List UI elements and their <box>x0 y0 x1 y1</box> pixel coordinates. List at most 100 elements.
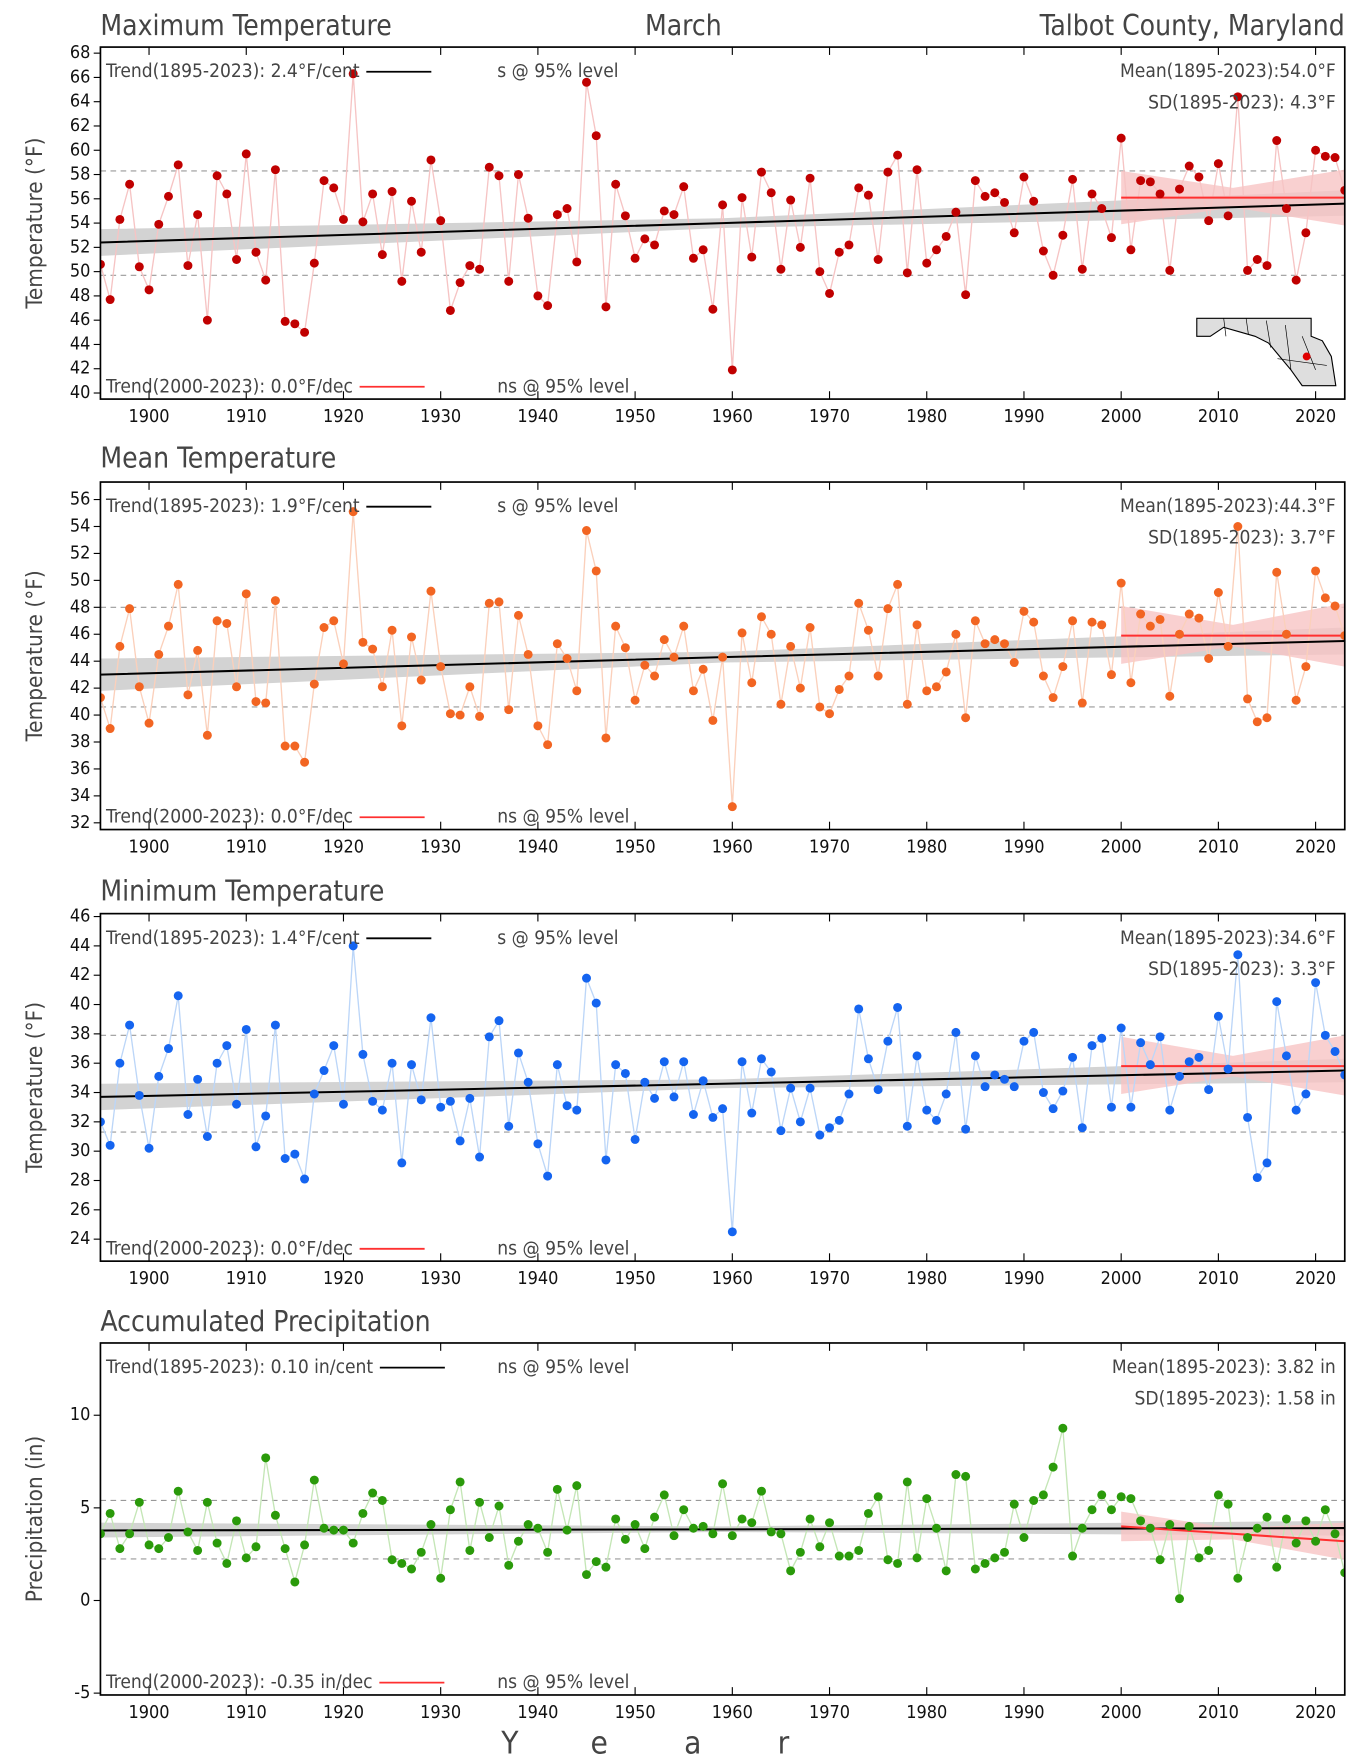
plot-area <box>100 507 1345 812</box>
data-point <box>805 173 815 183</box>
data-point <box>873 255 883 264</box>
data-point <box>280 316 290 326</box>
data-point <box>572 1105 582 1115</box>
data-point <box>1058 662 1068 672</box>
data-point <box>883 1036 893 1046</box>
data-point <box>620 1534 630 1544</box>
data-point <box>669 210 679 220</box>
sd-label: SD(1895-2023): 3.3°F <box>1148 958 1336 980</box>
data-point <box>757 612 766 622</box>
data-point <box>844 240 854 250</box>
y-tick-label: 32 <box>70 1111 91 1132</box>
data-point <box>309 258 319 268</box>
trend-significance: ns @ 95% level <box>497 375 629 397</box>
x-tick-label: 1920 <box>323 1268 364 1289</box>
data-point <box>552 639 562 649</box>
data-point <box>348 941 358 951</box>
y-tick-label: 30 <box>70 1140 91 1161</box>
data-point <box>416 1547 426 1557</box>
data-point <box>173 160 183 170</box>
data-point <box>523 649 533 659</box>
data-point <box>669 1092 679 1102</box>
data-point <box>1029 1495 1039 1505</box>
trend-label: Trend(1895-2023): 1.4°F/cent <box>105 927 360 949</box>
data-point <box>445 1096 455 1106</box>
data-point <box>1330 601 1340 611</box>
data-point <box>805 1083 815 1093</box>
data-point <box>883 1555 893 1565</box>
data-point <box>232 255 242 264</box>
data-point <box>970 1051 980 1061</box>
x-tick-label: 2000 <box>1101 1268 1142 1289</box>
data-point <box>300 757 310 767</box>
data-point <box>1175 1594 1184 1604</box>
data-point <box>1048 1104 1058 1114</box>
data-point <box>319 1066 329 1076</box>
x-tick-label: 1950 <box>615 406 656 427</box>
y-tick-label: 34 <box>70 1082 91 1103</box>
data-point <box>825 1123 835 1133</box>
data-point <box>329 183 339 193</box>
y-tick-label: 44 <box>70 650 91 671</box>
data-point <box>708 1529 718 1539</box>
data-point <box>650 1512 660 1522</box>
data-point <box>222 1041 232 1051</box>
data-point <box>688 1523 698 1533</box>
data-point <box>1097 620 1107 630</box>
data-point <box>941 1089 951 1099</box>
data-point <box>591 1557 601 1567</box>
data-point <box>990 635 1000 645</box>
data-point <box>844 1551 854 1561</box>
data-point <box>980 191 990 201</box>
plot-area <box>100 941 1345 1237</box>
data-point <box>951 1027 961 1037</box>
data-point <box>591 998 601 1008</box>
x-tick-label: 1910 <box>226 1702 267 1723</box>
data-point <box>193 1545 203 1555</box>
data-point <box>1233 1573 1243 1583</box>
y-tick-label: 50 <box>70 261 91 282</box>
y-tick-label: 36 <box>70 1052 91 1073</box>
data-point <box>1068 616 1078 626</box>
y-tick-label: 38 <box>70 731 91 752</box>
data-point <box>698 245 708 255</box>
data-point <box>893 579 903 589</box>
data-point <box>300 1174 310 1184</box>
data-point <box>640 234 650 244</box>
y-axis-title: Precipitation (in) <box>22 1436 48 1602</box>
y-tick-label: 52 <box>70 542 91 563</box>
y-tick-label: 10 <box>70 1404 91 1425</box>
data-point <box>951 1470 961 1480</box>
data-point <box>698 664 708 674</box>
data-point <box>562 1525 572 1535</box>
data-point <box>504 276 514 286</box>
panel-title: Mean Temperature <box>100 442 336 475</box>
y-tick-label: 64 <box>70 91 91 112</box>
data-point <box>766 1067 776 1077</box>
data-point <box>552 1484 562 1494</box>
data-point <box>163 1044 173 1054</box>
data-point <box>1204 1085 1214 1095</box>
y-axis-title: Temperature (°F) <box>22 570 48 742</box>
data-point <box>1243 1112 1253 1122</box>
x-tick-label: 2000 <box>1101 406 1142 427</box>
data-point <box>582 1570 591 1580</box>
trend-significance: s @ 95% level <box>497 495 618 517</box>
data-point <box>1252 1173 1262 1183</box>
data-point <box>970 616 980 626</box>
data-point <box>1272 567 1282 577</box>
data-point <box>1262 261 1272 271</box>
data-point <box>1038 671 1048 681</box>
x-tick-label: 1940 <box>517 1268 558 1289</box>
data-point <box>990 1553 1000 1563</box>
data-point <box>582 77 591 87</box>
data-point <box>1311 566 1321 576</box>
data-point <box>270 165 280 175</box>
data-point <box>1320 1505 1330 1515</box>
data-point <box>475 264 485 274</box>
data-point <box>270 1510 280 1520</box>
data-point <box>766 1527 776 1537</box>
data-point <box>727 802 737 812</box>
data-point <box>873 671 883 681</box>
data-point <box>1116 133 1126 143</box>
